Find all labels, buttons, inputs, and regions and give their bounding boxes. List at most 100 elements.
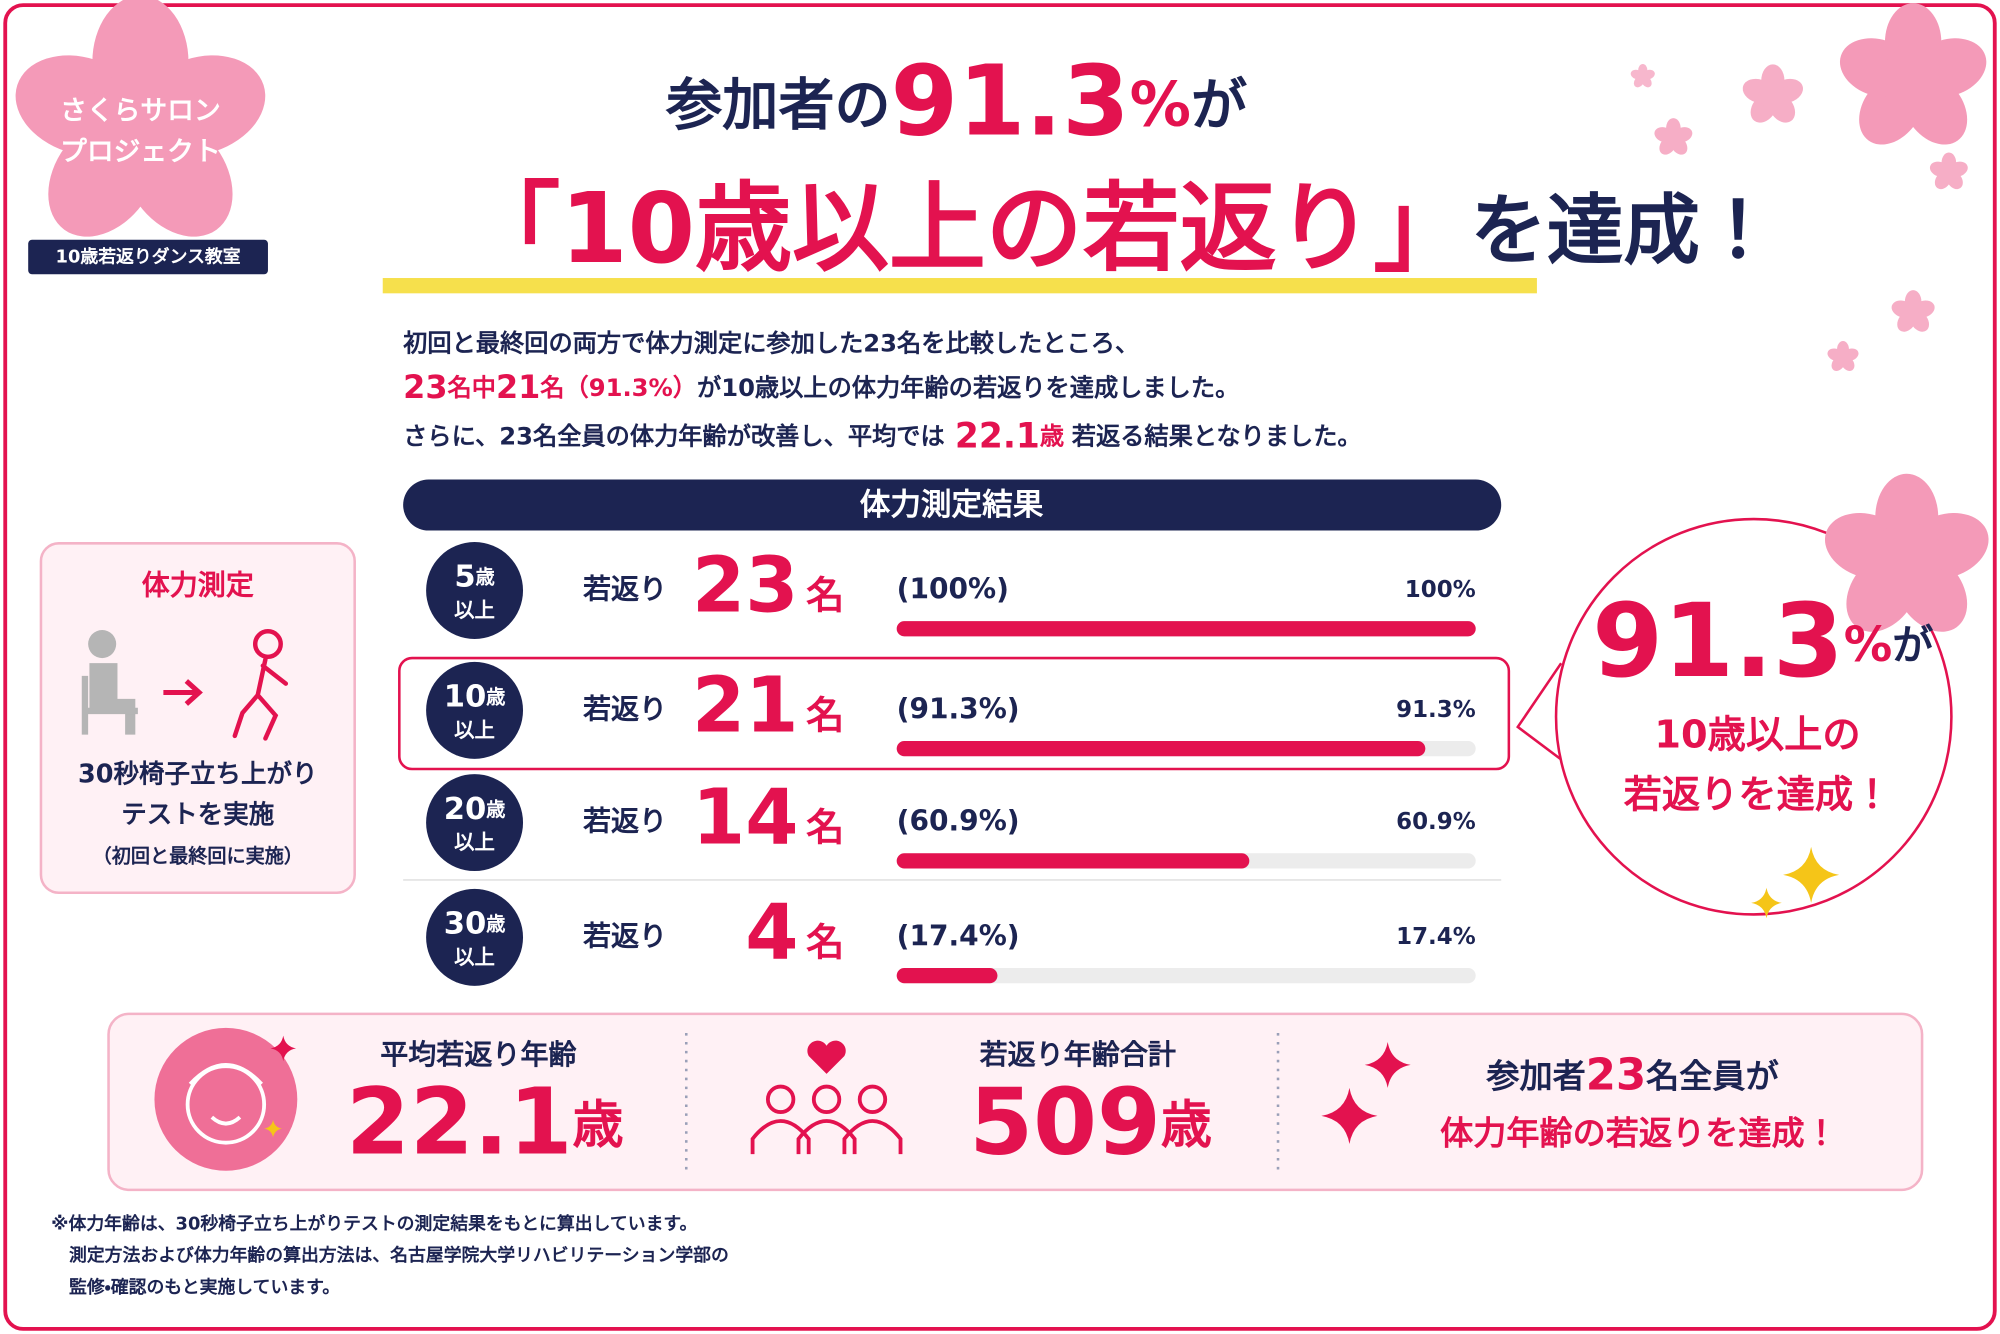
bar (896, 853, 1250, 869)
intro-text: さらに、23名全員の体力年齢が改善し、平均では 22.1歳 若返る結果となりました。 (403, 416, 1362, 456)
method-text: 30秒椅子立ち上がり (78, 759, 318, 789)
age-text: 10歳 (444, 679, 506, 714)
row-count-unit: 名 (806, 806, 844, 851)
intro-highlight: （91.3%） (565, 374, 697, 402)
row-count: 14 (692, 774, 798, 863)
headline-number: 91.3 (891, 45, 1130, 158)
row-count-unit: 名 (806, 694, 844, 739)
age-number: 10 (444, 679, 487, 714)
footnote: 監修・確認のもと実施しています。 (69, 1276, 340, 1298)
intro-highlight: 名中 (448, 374, 496, 402)
bar-track (896, 967, 1476, 984)
headline-bracket: 「 (463, 172, 560, 285)
intro-text: が10歳以上の体力年齢の若返りを達成しました。 (697, 374, 1239, 402)
age-badge (426, 888, 524, 986)
summary: 平均若返り年齢 22.1歳 若返り年齢合計 509歳 参加者23名全員が 体力年… (107, 1012, 1924, 1192)
callout-text: が (1892, 621, 1933, 669)
age-suffix: 以上 (454, 718, 495, 742)
callout-headline: 91.3%が (1592, 582, 1933, 701)
summary-unit: 歳 (573, 1097, 624, 1156)
intro-text: 23名中21名（91.3%）が10歳以上の体力年齢の若返りを達成しました。 (403, 368, 1239, 406)
summary-value: 22.1歳 (346, 1069, 624, 1176)
age-badge (426, 661, 524, 759)
footnote: ※体力年齢は、30秒椅子立ち上がりテストの測定結果をもとに算出しています。 (51, 1212, 697, 1234)
age-text: 30歳 (444, 906, 506, 941)
row-count-unit: 名 (806, 574, 844, 619)
summary-message-text: 参加者 (1485, 1056, 1585, 1095)
row-percent-label: 17.4% (1396, 924, 1476, 950)
logo: さくらサロン プロジェクト 10歳若返りダンス教室 (2, 0, 279, 275)
age-text: 5歳 (454, 559, 494, 594)
headline: 参加者の91.3%が (665, 45, 1247, 158)
row-label: 若返り (583, 572, 667, 605)
underline (382, 278, 1537, 294)
row-count: 23 (692, 541, 798, 630)
age-unit: 歳 (486, 685, 505, 708)
row-count: 21 (692, 661, 798, 750)
summary-message: 体力年齢の若返りを達成！ (1440, 1114, 1838, 1153)
age-unit: 歳 (486, 912, 505, 935)
row-percent-label: 60.9% (1396, 809, 1476, 835)
headline-text: 10歳以上の若返り (560, 172, 1373, 285)
headline-text: を達成！ (1470, 187, 1776, 276)
callout-number: 91.3 (1592, 582, 1844, 701)
row-ratio: (100%) (897, 572, 1009, 605)
results-title: 体力測定結果 (860, 488, 1044, 523)
intro-highlight: 歳 (1040, 422, 1064, 450)
row-count: 4 (745, 888, 798, 977)
bar (896, 967, 998, 984)
intro-text: さらに、23名全員の体力年齢が改善し、平均では (403, 422, 945, 450)
headline: 「10歳以上の若返り」を達成！ (463, 172, 1776, 285)
bar (896, 621, 1476, 637)
row-count-unit: 名 (806, 921, 844, 966)
logo-text: さくらサロン (60, 96, 221, 127)
intro-highlight: 21 (496, 368, 540, 406)
summary-label: 若返り年齢合計 (980, 1038, 1176, 1071)
footnote: 測定方法および体力年齢の算出方法は、名古屋学院大学リハビリテーション学部の (69, 1244, 729, 1266)
row-label: 若返り (583, 692, 667, 725)
bar (896, 740, 1426, 757)
summary-label: 平均若返り年齢 (380, 1038, 577, 1071)
method-text: テストを実施 (121, 800, 275, 830)
summary-number: 22.1 (346, 1069, 573, 1176)
method-box: 体力測定 30秒椅子立ち上がり テストを実施 （初回と最終回に実施） (39, 542, 356, 895)
age-unit: 歳 (486, 797, 505, 820)
logo-text: プロジェクト (60, 137, 221, 168)
headline-text: 参加者の (665, 73, 890, 138)
age-unit: 歳 (476, 565, 495, 588)
intro-text: 若返る結果となりました。 (1071, 422, 1362, 450)
summary-value: 509歳 (969, 1069, 1212, 1176)
age-number: 30 (444, 906, 487, 941)
summary-message-number: 23 (1586, 1050, 1646, 1100)
age-badge (426, 774, 524, 872)
age-suffix: 以上 (454, 945, 495, 969)
callout-text: 若返りを達成！ (1624, 773, 1892, 818)
row-label: 若返り (583, 805, 667, 838)
age-suffix: 以上 (454, 830, 495, 854)
intro-highlight: 22.1 (955, 416, 1040, 456)
row-ratio: (17.4%) (897, 919, 1020, 952)
intro-highlight: 23 (403, 368, 447, 406)
row-ratio: (60.9%) (897, 805, 1020, 838)
headline-text: が (1191, 73, 1247, 138)
intro-highlight: 名 (540, 374, 564, 402)
age-suffix: 以上 (454, 598, 495, 622)
headline-bracket: 」 (1373, 172, 1470, 285)
results-header (403, 479, 1502, 531)
callout-unit: % (1844, 617, 1893, 673)
age-number: 5 (454, 559, 475, 594)
age-number: 20 (444, 791, 487, 826)
row-percent-label: 100% (1405, 577, 1476, 603)
callout-text: 10歳以上の (1654, 713, 1860, 758)
summary-message-text: 名全員が (1646, 1056, 1779, 1095)
row-label: 若返り (583, 919, 667, 952)
summary-number: 509 (969, 1069, 1161, 1176)
row-percent-label: 91.3% (1396, 697, 1476, 723)
method-title: 体力測定 (142, 569, 254, 602)
callout: 91.3%が 10歳以上の 若返りを達成！ (1516, 473, 1998, 919)
intro-text: 初回と最終回の両方で体力測定に参加した23名を比較したところ、 (402, 329, 1139, 357)
age-text: 20歳 (444, 791, 506, 826)
